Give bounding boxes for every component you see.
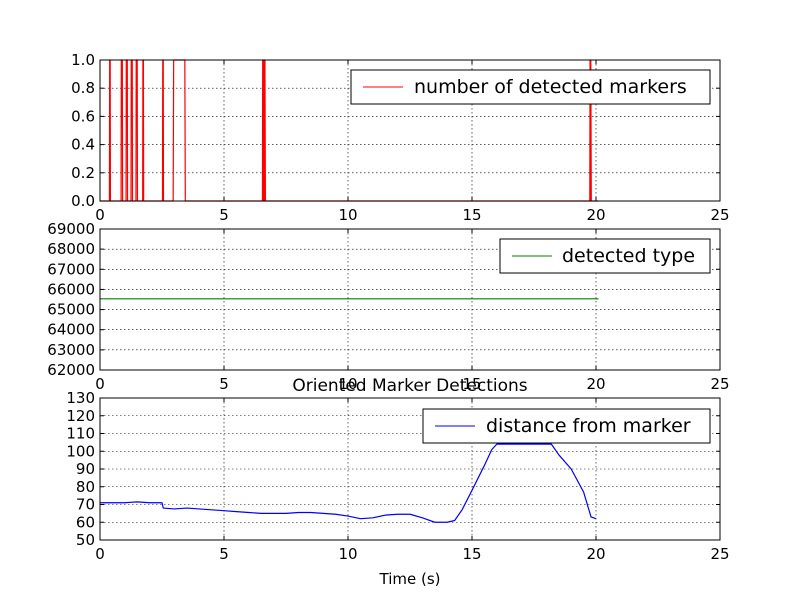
- x-tick-label: 5: [219, 545, 229, 563]
- y-tick-label: 110: [66, 425, 95, 443]
- y-tick-label: 69000: [47, 220, 95, 238]
- x-tick-label: 15: [462, 206, 481, 224]
- x-tick-label: 25: [710, 545, 729, 563]
- x-tick-label: 15: [462, 545, 481, 563]
- axes-frame: [99, 59, 721, 202]
- legend: detected type: [499, 238, 711, 274]
- x-tick-label: 10: [338, 545, 357, 563]
- x-tick-label: 5: [219, 375, 229, 393]
- y-tick-label: 0.4: [71, 136, 95, 154]
- axes-frame: [99, 228, 721, 371]
- x-tick-label: 20: [586, 375, 605, 393]
- subplot-detected-markers: 0 5 10 15 20 25 0.0 0.2 0.4 0.6 0.8 1.0 number of d…: [71, 51, 729, 224]
- y-tick-label: 80: [76, 478, 95, 496]
- x-tick-label: 15: [462, 375, 481, 393]
- tick-labels: 0 5 10 15 20 25 62000 63000 64000 65000 66000 67000…: [47, 220, 729, 393]
- x-tick-label: 20: [586, 206, 605, 224]
- y-tick-label: 63000: [47, 341, 95, 359]
- y-tick-label: 90: [76, 460, 95, 478]
- x-axis-label: Time (s): [379, 570, 441, 588]
- y-tick-label: 70: [76, 496, 95, 514]
- y-tick-label: 50: [76, 531, 95, 549]
- y-tick-label: 68000: [47, 240, 95, 258]
- y-tick-label: 0.8: [71, 79, 95, 97]
- x-tick-label: 25: [710, 375, 729, 393]
- y-tick-label: 0.6: [71, 107, 95, 125]
- x-tick-label: 0: [95, 375, 105, 393]
- axes-frame: [99, 397, 721, 541]
- y-tick-label: 67000: [47, 260, 95, 278]
- series-line: [100, 443, 597, 523]
- legend-box: [350, 69, 711, 105]
- x-tick-label: 10: [338, 375, 357, 393]
- y-tick-label: 65000: [47, 301, 95, 319]
- y-tick-label: 66000: [47, 280, 95, 298]
- legend-label: detected type: [562, 245, 695, 267]
- x-tick-label: 0: [95, 545, 105, 563]
- legend: number of detected markers: [350, 69, 711, 105]
- subplot-detected-type: 0 5 10 15 20 25 62000 63000 64000 65000 66000 67000…: [47, 220, 729, 393]
- legend: distance from marker: [422, 408, 711, 444]
- y-tick-label: 0.0: [71, 192, 95, 210]
- legend-label: number of detected markers: [414, 76, 687, 98]
- y-tick-label: 62000: [47, 361, 95, 379]
- figure-title: Oriented Marker Detections: [292, 376, 527, 396]
- y-tick-label: 64000: [47, 321, 95, 339]
- x-tick-label: 10: [338, 206, 357, 224]
- y-tick-label: 60: [76, 513, 95, 531]
- x-tick-label: 0: [95, 206, 105, 224]
- legend-label: distance from marker: [486, 415, 691, 437]
- x-tick-label: 5: [219, 206, 229, 224]
- y-tick-label: 1.0: [71, 51, 95, 69]
- y-tick-label: 100: [66, 442, 95, 460]
- y-tick-label: 130: [66, 389, 95, 407]
- y-tick-label: 120: [66, 407, 95, 425]
- y-tick-label: 0.2: [71, 164, 95, 182]
- tick-labels: 0 5 10 15 20 25 0.0 0.2 0.4 0.6 0.8 1.0: [71, 51, 729, 224]
- x-tick-label: 20: [586, 545, 605, 563]
- series-lines: [100, 443, 597, 523]
- x-tick-label: 25: [710, 206, 729, 224]
